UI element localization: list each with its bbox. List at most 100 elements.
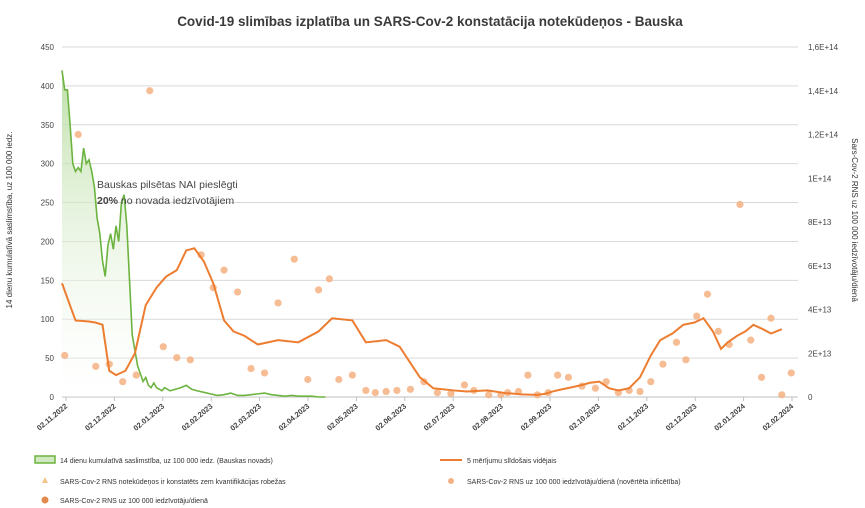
legend-estimated: SARS-Cov-2 RNS uz 100 000 iedzīvotāju/di… — [467, 479, 681, 486]
y-tick-right: 2E+13 — [808, 349, 832, 358]
annotation-rest: no novada iedzīvotājiem — [118, 195, 234, 207]
x-tick-label: 02.04.2023 — [277, 402, 312, 433]
rna-point — [659, 360, 667, 368]
legend: 14 dienu kumulatīvā saslimstība, uz 100 … — [34, 455, 681, 505]
rna-point — [524, 371, 532, 379]
incidence-area — [62, 70, 326, 397]
y-tick-left: 450 — [41, 43, 55, 52]
rna-point — [757, 373, 766, 381]
rna-point — [693, 312, 701, 320]
x-tick-label: 02.11.2022 — [35, 402, 69, 433]
legend-incidence: 14 dienu kumulatīvā saslimstība, uz 100 … — [60, 458, 273, 465]
rna-point — [314, 286, 323, 294]
rna-point — [636, 387, 644, 396]
y-tick-left: 50 — [45, 354, 54, 363]
rna-point — [787, 369, 795, 377]
rna-point — [247, 364, 255, 373]
y-tick-left: 400 — [41, 82, 55, 91]
rna-point — [159, 343, 167, 351]
rna-point — [260, 369, 269, 377]
y-tick-left: 0 — [50, 393, 55, 402]
y-tick-right: 6E+13 — [808, 262, 832, 271]
rna-point — [371, 389, 379, 397]
rna-point — [460, 381, 469, 389]
legend-swatch-measured — [41, 496, 49, 504]
y-tick-left: 150 — [41, 276, 55, 285]
rna-point — [647, 378, 655, 386]
y-tick-right: 1,2E+14 — [808, 131, 839, 140]
rna-point — [382, 387, 390, 396]
x-tick-label: 02.07.2023 — [422, 402, 457, 433]
y-axis-left-ticks: 0 50 100 150 200 250 300 350 400 450 — [41, 43, 55, 402]
rna-point — [274, 299, 282, 307]
rna-point — [672, 338, 681, 346]
rna-point — [778, 391, 786, 399]
rna-point — [146, 87, 154, 95]
rna-point — [61, 351, 69, 360]
legend-swatch-below-quant — [42, 477, 48, 483]
rna-point — [335, 375, 343, 384]
rna-points — [61, 87, 795, 399]
x-tick-label: 02.03.2023 — [228, 402, 263, 433]
rna-point — [74, 130, 82, 139]
x-tick-label: 02.12.2022 — [83, 402, 118, 433]
x-tick-label: 02.05.2023 — [325, 402, 360, 433]
rna-point — [447, 390, 455, 398]
y-axis-right-label: Sars-Cov-2 RNS uz 100 000 iedzīvotāju/di… — [850, 138, 859, 302]
rna-point — [682, 356, 690, 364]
x-tick-label: 02.08.2023 — [470, 402, 505, 433]
x-tick-label: 02.10.2023 — [567, 402, 602, 433]
rna-point — [304, 375, 312, 384]
y-tick-right: 1,6E+14 — [808, 43, 839, 52]
series-lines — [61, 70, 783, 398]
rna-point — [348, 371, 356, 379]
rna-point — [714, 327, 722, 335]
rna-point — [393, 386, 401, 395]
y-tick-right: 1E+14 — [808, 174, 832, 183]
annotation-bold: 20% — [97, 195, 119, 207]
rna-point — [325, 275, 333, 283]
rna-point — [220, 266, 228, 274]
y-tick-right: 4E+13 — [808, 306, 832, 315]
legend-swatch-incidence — [34, 455, 56, 464]
rna-point — [485, 391, 493, 399]
x-tick-label: 02.01.2023 — [132, 402, 167, 433]
incidence-line — [61, 70, 326, 398]
legend-swatch-estimated — [448, 478, 454, 484]
x-tick-label: 02.01.2024 — [712, 401, 747, 433]
rna-point — [173, 354, 181, 362]
rna-point — [406, 385, 415, 393]
rna-point — [119, 378, 127, 386]
y-tick-left: 200 — [41, 237, 55, 246]
rna-point — [767, 314, 775, 322]
rna-point — [290, 255, 298, 263]
rna-point — [703, 290, 712, 298]
x-tick-label: 02.12.2023 — [664, 402, 699, 433]
legend-measured: SARS-Cov-2 RNS uz 100 000 iedzīvotāju/di… — [60, 498, 208, 505]
x-tick-label: 02.02.2023 — [180, 402, 215, 433]
rna-point — [736, 200, 744, 209]
chart-title: Covid-19 slimības izplatība un SARS-Cov-… — [177, 14, 683, 29]
rna-point — [92, 362, 100, 370]
moving-average-line — [61, 247, 783, 396]
annotation-line2: 20% no novada iedzīvotājiem — [97, 195, 234, 207]
y-axis-left-label: 14 dienu kumulatīvā saslimstība, uz 100 … — [5, 132, 14, 309]
x-tick-label: 02.11.2023 — [616, 402, 650, 433]
y-tick-left: 350 — [41, 121, 55, 130]
rna-point — [433, 389, 442, 397]
legend-below-quant: SARS-Cov-2 RNS notekūdeņos ir konstatēts… — [60, 479, 286, 486]
y-axis-right-ticks: 0 2E+13 4E+13 6E+13 8E+13 1E+14 1,2E+14 1,4E+14… — [808, 43, 839, 402]
incidence-fill — [62, 70, 326, 397]
rna-point — [132, 371, 140, 379]
rna-point — [233, 288, 242, 296]
rna-point — [554, 371, 562, 379]
rna-point — [591, 384, 600, 392]
x-tick-label: 02.09.2023 — [519, 402, 554, 433]
x-axis-ticks: 02.11.2022 02.12.2022 02.01.2023 02.02.2023… — [35, 397, 796, 433]
y-tick-right: 8E+13 — [808, 218, 832, 227]
y-tick-left: 100 — [41, 315, 55, 324]
x-tick-label: 02.06.2023 — [374, 402, 409, 433]
annotation: Bauskas pilsētas NAI pieslēgti 20% no no… — [97, 179, 238, 207]
